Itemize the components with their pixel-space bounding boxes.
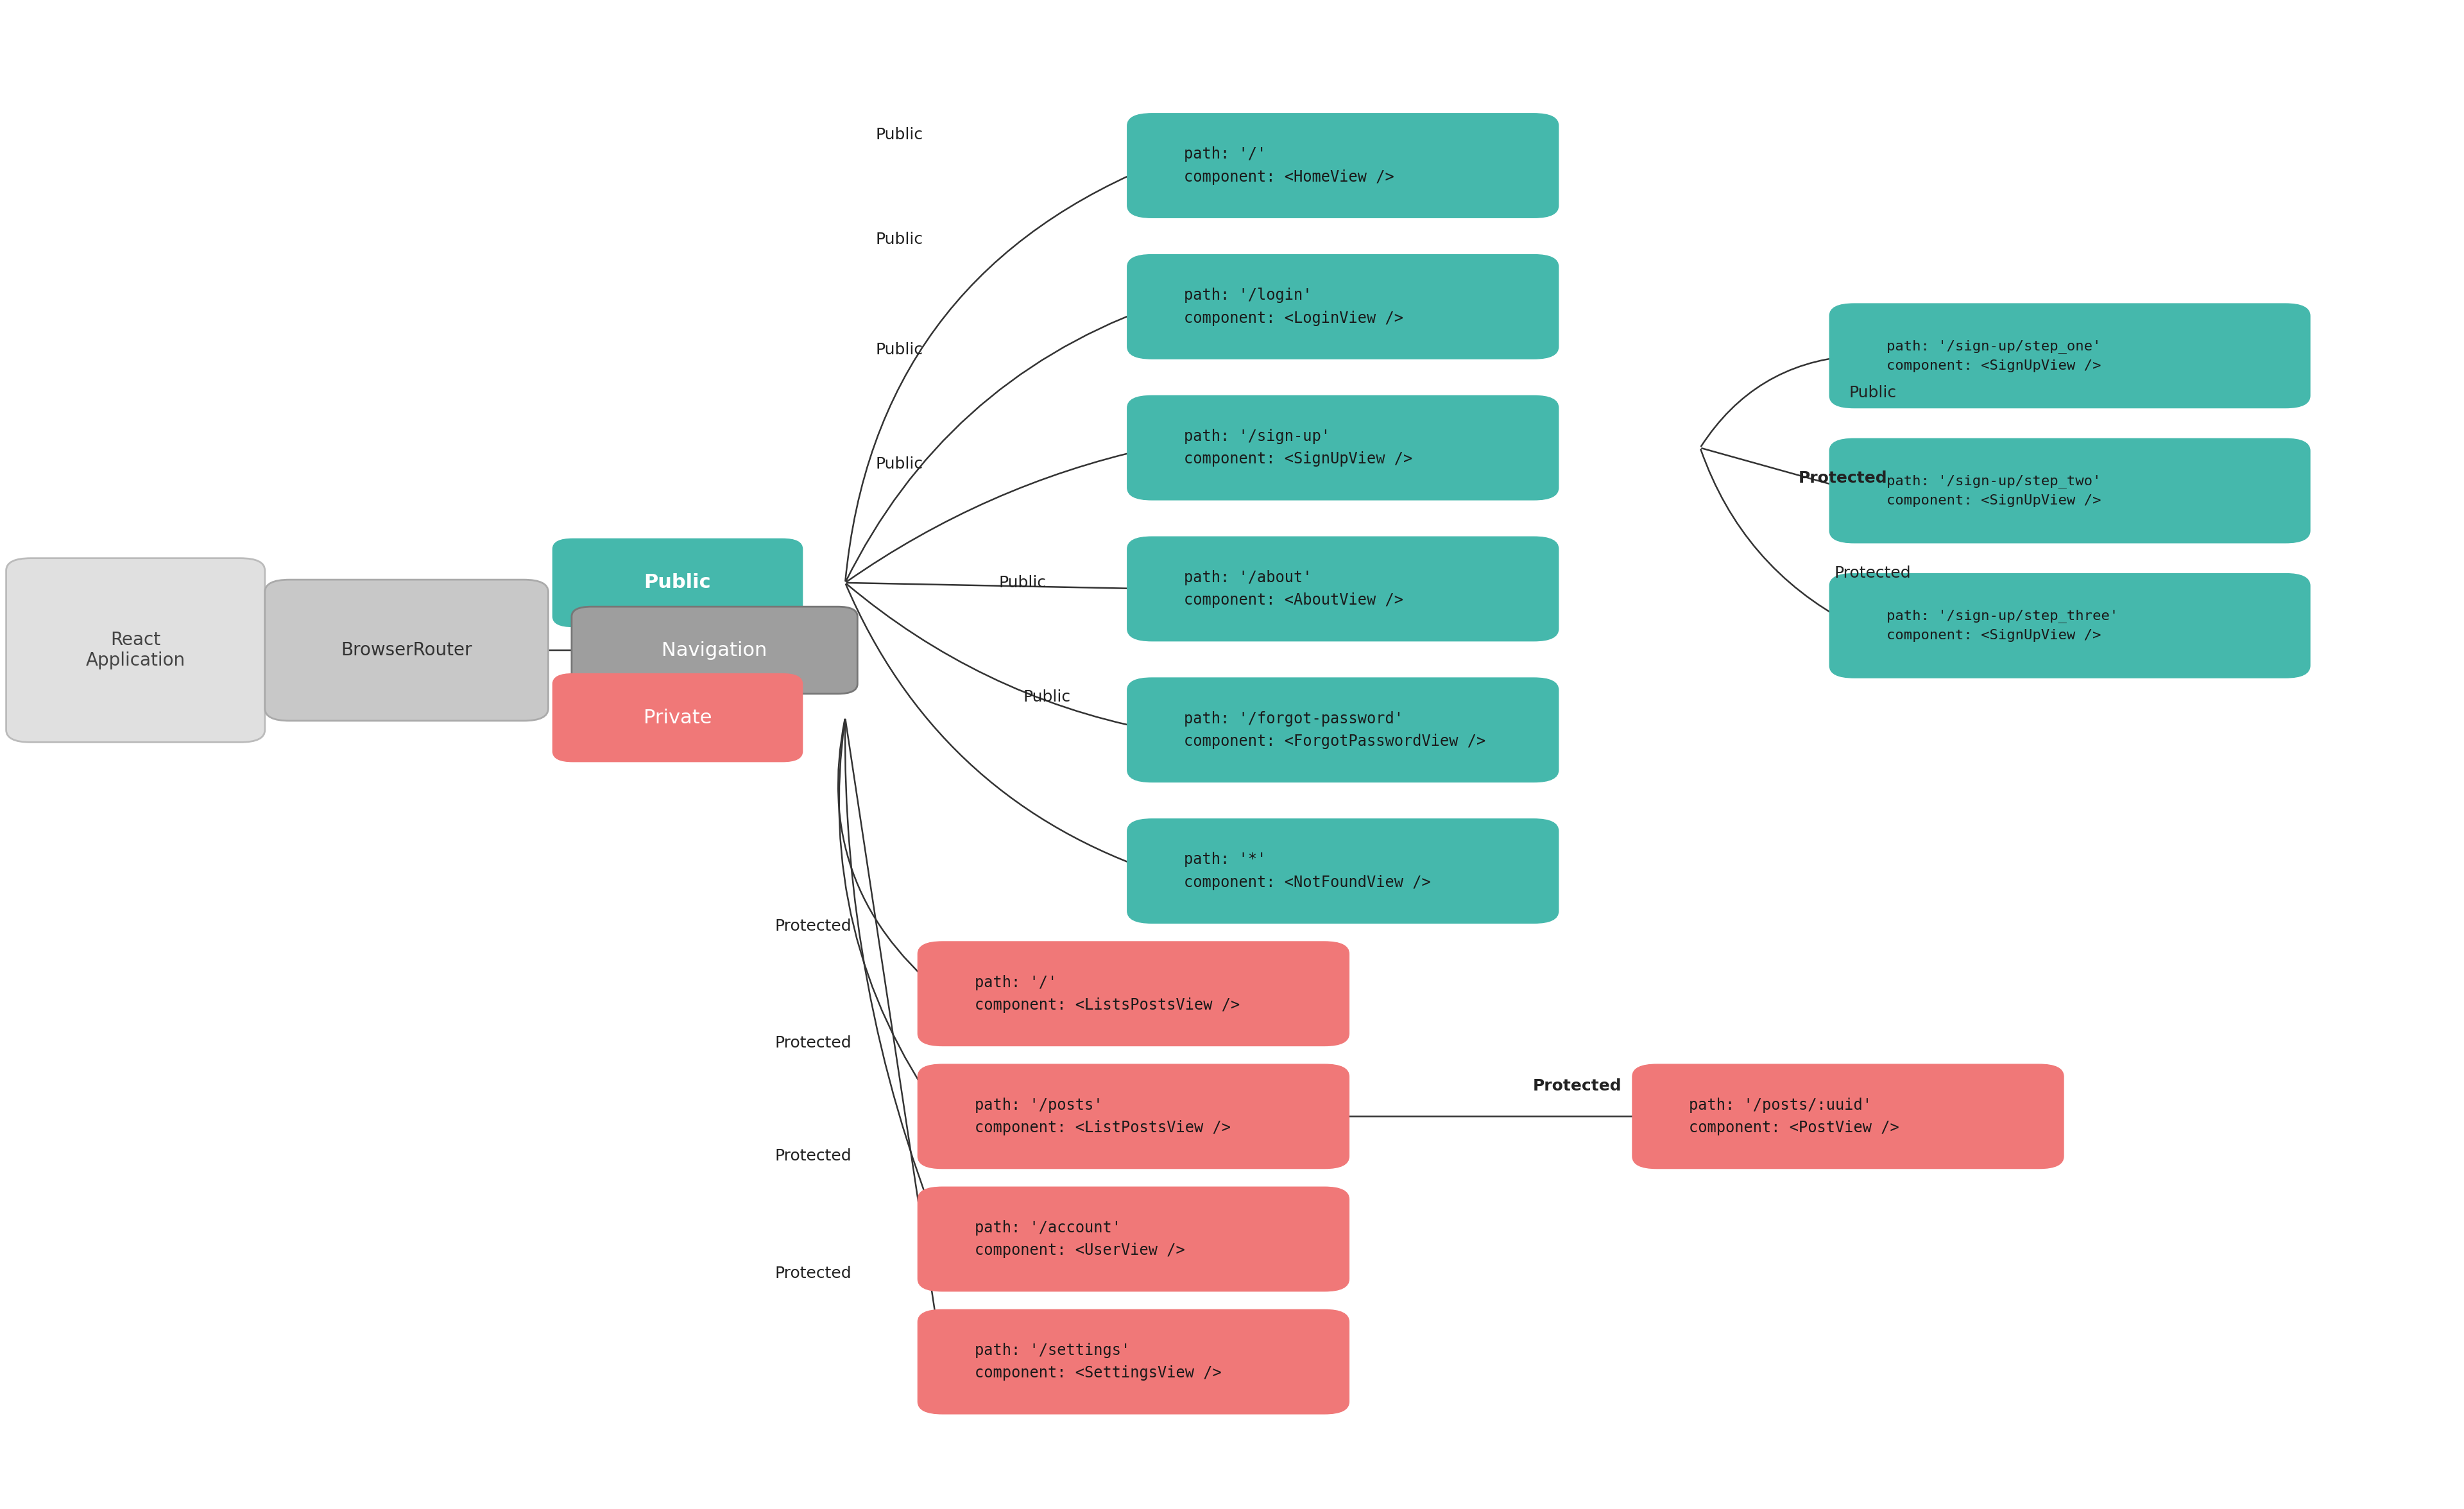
Text: Public: Public [1023, 690, 1072, 705]
Text: path: '/sign-up/step_three'
component: <SignUpView />: path: '/sign-up/step_three' component: <… [1887, 610, 2119, 641]
Text: path: '/account'
component: <UserView />: path: '/account' component: <UserView /> [976, 1221, 1185, 1259]
Text: path: '/posts'
component: <ListPostsView />: path: '/posts' component: <ListPostsView… [976, 1097, 1230, 1135]
Text: Public: Public [875, 231, 924, 247]
FancyBboxPatch shape [1828, 573, 2309, 678]
Text: Private: Private [643, 708, 712, 727]
Text: path: '/sign-up'
component: <SignUpView />: path: '/sign-up' component: <SignUpView … [1185, 429, 1412, 466]
FancyBboxPatch shape [917, 942, 1350, 1046]
FancyBboxPatch shape [1129, 255, 1560, 359]
FancyBboxPatch shape [1129, 819, 1560, 924]
Text: BrowserRouter: BrowserRouter [340, 641, 473, 659]
Text: Protected: Protected [1799, 471, 1887, 486]
Text: path: '/about'
component: <AboutView />: path: '/about' component: <AboutView /> [1185, 570, 1404, 608]
FancyBboxPatch shape [917, 1188, 1350, 1292]
FancyBboxPatch shape [266, 579, 549, 721]
Text: path: '/sign-up/step_one'
component: <SignUpView />: path: '/sign-up/step_one' component: <Si… [1887, 340, 2102, 373]
FancyBboxPatch shape [552, 539, 803, 626]
FancyBboxPatch shape [1129, 678, 1560, 782]
Text: path: '*'
component: <NotFoundView />: path: '*' component: <NotFoundView /> [1185, 853, 1432, 890]
FancyBboxPatch shape [1129, 395, 1560, 499]
Text: path: '/sign-up/step_two'
component: <SignUpView />: path: '/sign-up/step_two' component: <Si… [1887, 474, 2102, 507]
FancyBboxPatch shape [1828, 303, 2309, 407]
Text: path: '/'
component: <ListsPostsView />: path: '/' component: <ListsPostsView /> [976, 975, 1239, 1013]
Text: Protected: Protected [774, 1148, 853, 1163]
FancyBboxPatch shape [552, 675, 803, 761]
Text: Protected: Protected [774, 919, 853, 934]
Text: path: '/'
component: <HomeView />: path: '/' component: <HomeView /> [1185, 146, 1395, 184]
Text: Protected: Protected [1533, 1077, 1621, 1094]
FancyBboxPatch shape [917, 1310, 1350, 1414]
Text: Public: Public [875, 127, 924, 143]
Text: Public: Public [998, 575, 1047, 590]
FancyBboxPatch shape [5, 558, 266, 742]
FancyBboxPatch shape [1631, 1064, 2062, 1168]
Text: Protected: Protected [1833, 566, 1912, 581]
Text: Public: Public [643, 573, 712, 592]
Text: Navigation: Navigation [663, 641, 766, 659]
Text: Public: Public [875, 343, 924, 358]
Text: path: '/forgot-password'
component: <ForgotPasswordView />: path: '/forgot-password' component: <For… [1185, 711, 1486, 748]
FancyBboxPatch shape [1828, 439, 2309, 543]
Text: path: '/posts/:uuid'
component: <PostView />: path: '/posts/:uuid' component: <PostVie… [1690, 1097, 1900, 1135]
FancyBboxPatch shape [1129, 537, 1560, 641]
FancyBboxPatch shape [917, 1064, 1350, 1168]
Text: path: '/login'
component: <LoginView />: path: '/login' component: <LoginView /> [1185, 288, 1404, 326]
FancyBboxPatch shape [1129, 113, 1560, 217]
Text: Protected: Protected [774, 1266, 853, 1281]
Text: path: '/settings'
component: <SettingsView />: path: '/settings' component: <SettingsVi… [976, 1343, 1222, 1381]
FancyBboxPatch shape [572, 607, 857, 694]
Text: Public: Public [1848, 385, 1897, 400]
Text: Protected: Protected [774, 1035, 853, 1050]
Text: Public: Public [875, 456, 924, 471]
Text: React
Application: React Application [86, 631, 185, 670]
